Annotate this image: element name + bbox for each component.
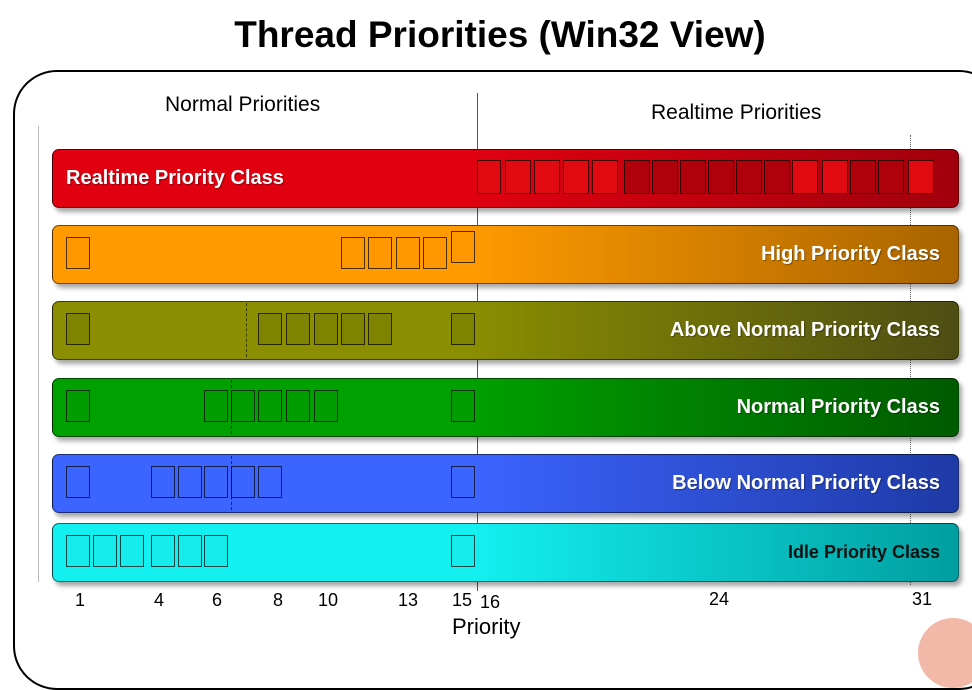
priority-class-label: Above Normal Priority Class [669, 319, 940, 341]
priority-slot [231, 390, 255, 422]
priority-slot [451, 313, 475, 345]
priority-slot [451, 535, 475, 567]
priority-slot [258, 390, 282, 422]
priority-slot [178, 466, 202, 498]
priority-slot [592, 160, 618, 194]
priority-slot [396, 237, 420, 269]
priority-slot [652, 160, 678, 194]
priority-slot [451, 231, 475, 263]
dashed-marker [246, 303, 247, 357]
priority-slot [477, 160, 501, 194]
priority-slot [204, 466, 228, 498]
axis-tick-label: 16 [480, 592, 501, 612]
axis-tick-label: 31 [912, 589, 933, 609]
priority-slot [93, 535, 117, 567]
axis-tick-label: 24 [709, 589, 730, 609]
left-axis-line [38, 126, 39, 582]
priority-class-bar: Above Normal Priority Class [52, 301, 959, 360]
priority-slot [822, 160, 848, 194]
priority-slot [341, 313, 365, 345]
axis-tick-label: 13 [398, 590, 419, 610]
priority-class-bar: Below Normal Priority Class [52, 454, 959, 513]
priority-class-label: Below Normal Priority Class [672, 472, 940, 494]
priority-slot [231, 466, 255, 498]
diagram-title: Thread Priorities (Win32 View) [234, 14, 766, 55]
priority-slot [151, 466, 175, 498]
priority-slot [66, 466, 90, 498]
priority-slot [850, 160, 876, 194]
axis-tick-label: 4 [154, 590, 165, 610]
priority-slot [151, 535, 175, 567]
priority-slot [286, 313, 310, 345]
priority-slot [451, 466, 475, 498]
axis-tick-label: 8 [273, 590, 284, 610]
priority-slot [368, 237, 392, 269]
priority-slot [368, 313, 392, 345]
priority-slot [66, 237, 90, 269]
priority-slot [624, 160, 650, 194]
priority-slot [878, 160, 904, 194]
priority-slot [66, 535, 90, 567]
priority-slot [314, 313, 338, 345]
axis-tick-label: 10 [318, 590, 339, 610]
priority-slot [708, 160, 734, 194]
priority-31-guide-line [910, 135, 911, 585]
priority-slot [258, 313, 282, 345]
axis-tick-label: 15 [452, 590, 473, 610]
dashed-marker [231, 380, 232, 434]
axis-tick-label: 6 [212, 590, 223, 610]
priority-slot [258, 466, 282, 498]
priority-slot [534, 160, 560, 194]
normal-priorities-label: Normal Priorities [165, 93, 321, 116]
priority-slot [908, 160, 934, 194]
priority-slot [423, 237, 447, 269]
priority-class-label: Normal Priority Class [736, 396, 940, 418]
priority-slot [341, 237, 365, 269]
priority-slot [563, 160, 589, 194]
priority-slot [680, 160, 706, 194]
priority-slot [314, 390, 338, 422]
priority-class-label: Realtime Priority Class [66, 167, 284, 189]
axis-tick-label: 1 [75, 590, 86, 610]
priority-class-bar: Idle Priority Class [52, 523, 959, 582]
priority-class-bar: Normal Priority Class [52, 378, 959, 437]
priority-slot [736, 160, 762, 194]
priority-slot [204, 535, 228, 567]
priority-slot [505, 160, 531, 194]
dashed-marker [231, 456, 232, 510]
priority-slot [792, 160, 818, 194]
priority-class-label: High Priority Class [761, 243, 940, 265]
priority-slot [286, 390, 310, 422]
priority-slot [764, 160, 790, 194]
priority-class-bar: High Priority Class [52, 225, 959, 284]
axis-title: Priority [452, 614, 521, 639]
priority-slot [178, 535, 202, 567]
priority-slot [66, 313, 90, 345]
priority-slot [120, 535, 144, 567]
priority-slot [66, 390, 90, 422]
priority-class-label: Idle Priority Class [787, 542, 940, 562]
priority-slot [451, 390, 475, 422]
realtime-priorities-label: Realtime Priorities [651, 101, 822, 124]
priority-slot [204, 390, 228, 422]
